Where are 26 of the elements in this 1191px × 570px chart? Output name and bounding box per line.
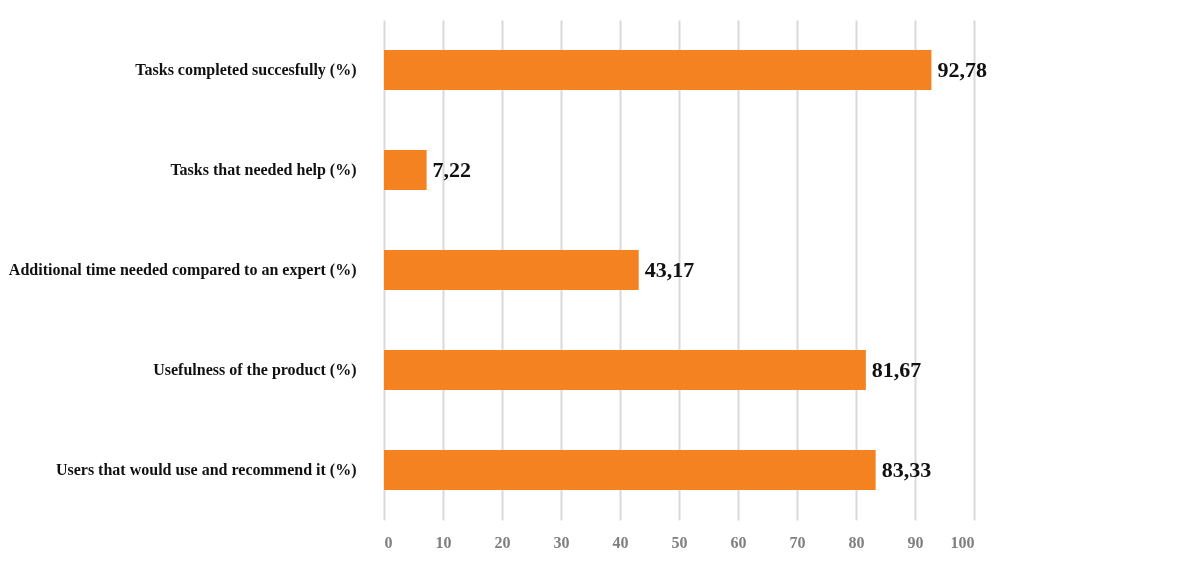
y-tick-label: Users that would use and recommend it (%) <box>55 461 357 479</box>
x-tick-label: 10 <box>435 533 452 551</box>
data-label: 81,67 <box>871 357 922 382</box>
bar <box>384 250 639 290</box>
x-tick-label: 100 <box>950 533 975 551</box>
y-tick-label: Usefulness of the product (%) <box>153 361 357 379</box>
bar <box>384 450 876 490</box>
x-tick-label: 80 <box>848 533 865 551</box>
bar <box>384 350 866 390</box>
data-label: 43,17 <box>644 257 695 282</box>
x-tick-label: 60 <box>730 533 747 551</box>
x-tick-label: 0 <box>384 533 393 551</box>
data-label: 83,33 <box>881 457 932 482</box>
bar <box>384 50 932 90</box>
y-tick-label: Tasks that needed help (%) <box>170 161 357 179</box>
x-tick-label: 20 <box>494 533 511 551</box>
y-tick-label: Tasks completed succesfully (%) <box>135 61 357 79</box>
data-label: 92,78 <box>937 57 987 82</box>
x-tick-label: 90 <box>907 533 924 551</box>
data-label: 7,22 <box>432 157 472 182</box>
x-tick-label: 40 <box>612 533 629 551</box>
x-tick-label: 50 <box>671 533 688 551</box>
y-tick-label: Additional time needed compared to an expert (%) <box>8 261 357 279</box>
x-tick-label: 70 <box>789 533 806 551</box>
x-tick-label: 30 <box>553 533 570 551</box>
bar <box>384 150 427 190</box>
